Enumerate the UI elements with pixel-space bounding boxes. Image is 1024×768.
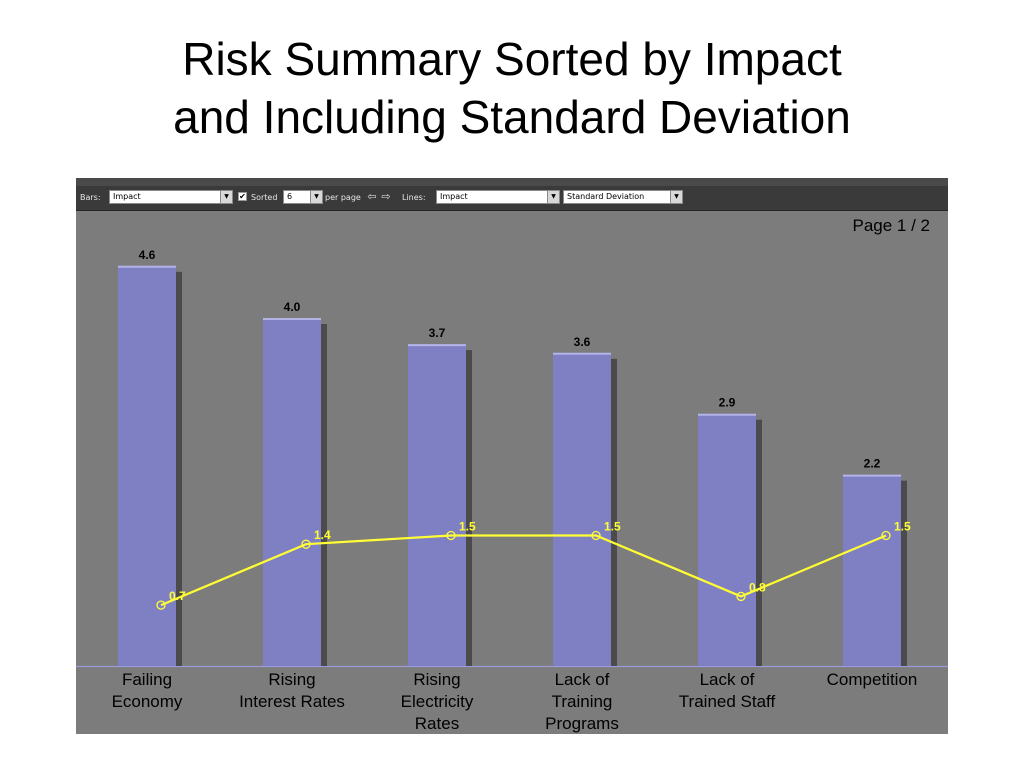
stddev-value-label: 1.5 (604, 520, 621, 534)
category-label: Rates (415, 714, 459, 733)
category-label: Interest Rates (239, 692, 345, 711)
chevron-down-icon: ▼ (547, 191, 559, 203)
bars-label: Bars: (80, 193, 101, 202)
category-label: Rising (413, 670, 460, 689)
impact-value-label: 2.9 (719, 396, 736, 410)
impact-value-label: 4.6 (139, 248, 156, 262)
lines-select-1[interactable]: Impact ▼ (436, 190, 560, 204)
lines-select-1-value: Impact (440, 192, 468, 201)
impact-bar (698, 413, 756, 666)
per-page-value: 6 (287, 192, 293, 201)
stddev-point (881, 530, 891, 541)
page-indicator: Page 1 / 2 (852, 216, 930, 235)
impact-value-label: 3.7 (429, 326, 446, 340)
impact-value-label: 4.0 (284, 300, 301, 314)
slide-title-line-1: Risk Summary Sorted by Impact (182, 33, 842, 85)
sorted-checkbox[interactable]: ✔ (238, 192, 247, 201)
stddev-value-label: 1.4 (314, 528, 331, 542)
chart-plot-area: 4.6 Failing Economy 4.0 Rising Interest Rates… (76, 248, 948, 733)
impact-value-label: 2.2 (864, 457, 881, 471)
category-label: Electricity (401, 692, 474, 711)
lines-label: Lines: (402, 193, 426, 202)
lines-select-2-value: Standard Deviation (567, 192, 645, 201)
category-label: Failing (122, 670, 172, 689)
chart-toolbar: Bars: Impact ▼ ✔ Sorted 6 ▼ per page ⇦ ⇨… (76, 186, 948, 211)
risk-chart-window: Bars: Impact ▼ ✔ Sorted 6 ▼ per page ⇦ ⇨… (76, 178, 948, 734)
per-page-label: per page (325, 193, 361, 202)
sorted-label: Sorted (251, 193, 278, 202)
category-label: Programs (545, 714, 619, 733)
stddev-value-label: 1.5 (894, 520, 911, 534)
impact-value-label: 3.6 (574, 335, 591, 349)
category-label: Lack of (555, 670, 610, 689)
impact-bar (408, 344, 466, 666)
impact-bar (263, 318, 321, 666)
category-label: Rising (268, 670, 315, 689)
bars-select[interactable]: Impact ▼ (109, 190, 233, 204)
stddev-value-label: 0.8 (749, 580, 766, 594)
prev-page-icon[interactable]: ⇦ (367, 190, 377, 203)
impact-bar (118, 265, 176, 666)
stddev-point (156, 600, 166, 610)
next-page-icon[interactable]: ⇨ (381, 190, 391, 203)
per-page-select[interactable]: 6 ▼ (283, 190, 323, 204)
stddev-point (301, 539, 311, 549)
lines-select-2[interactable]: Standard Deviation ▼ (563, 190, 683, 204)
stddev-point (736, 591, 746, 602)
slide-title-line-2: and Including Standard Deviation (173, 91, 851, 143)
category-label: Economy (112, 692, 183, 711)
impact-bar (553, 352, 611, 666)
stddev-line (160, 534, 887, 607)
stddev-point (446, 530, 456, 541)
category-label: Training (552, 692, 613, 711)
bars-select-value: Impact (113, 192, 141, 201)
category-label: Trained Staff (679, 692, 776, 711)
stddev-value-label: 0.7 (169, 589, 186, 603)
chevron-down-icon: ▼ (220, 191, 232, 203)
category-label: Lack of (700, 670, 755, 689)
category-label: Competition (827, 670, 918, 689)
slide-title: Risk Summary Sorted by Impact and Includ… (0, 30, 1024, 146)
window-top-strip (76, 178, 948, 186)
impact-bar (843, 474, 901, 666)
stddev-point (591, 530, 601, 541)
chevron-down-icon: ▼ (670, 191, 682, 203)
stddev-value-label: 1.5 (459, 520, 476, 534)
chevron-down-icon: ▼ (310, 191, 322, 203)
